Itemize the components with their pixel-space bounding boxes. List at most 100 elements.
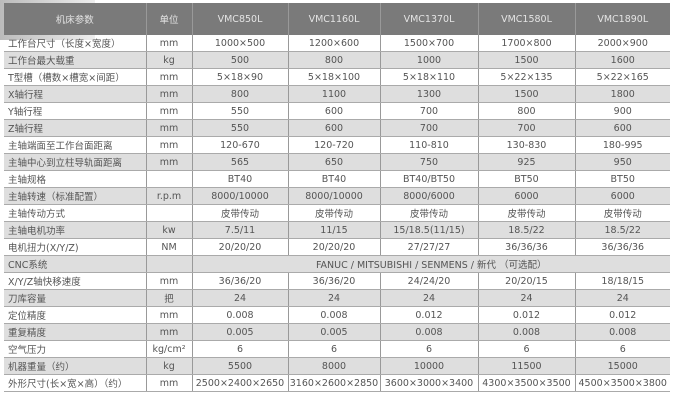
table-row: 工作台最大载重 kg 500 800 1000 1500 1600 bbox=[4, 51, 670, 69]
table-cell: 11500 bbox=[478, 357, 576, 375]
table-cell: 24 bbox=[192, 289, 289, 307]
table-cell: 20/20/15 bbox=[478, 272, 576, 290]
table-cell: BT50 bbox=[575, 170, 670, 188]
table-cell: 550 bbox=[192, 119, 289, 137]
table-cell: 800 bbox=[192, 85, 289, 103]
table-cell: 2500×2400×2650 bbox=[192, 374, 289, 392]
table-cell: 15/18.5(11/15) bbox=[380, 221, 479, 239]
table-cell: kw bbox=[146, 221, 193, 239]
table-cell: 5×22×165 bbox=[575, 68, 670, 86]
header-cell: 机床参数 bbox=[4, 3, 147, 35]
table-cell: 1100 bbox=[288, 85, 381, 103]
table-row: T型槽（槽数×槽宽×间距） mm 5×18×90 5×18×100 5×18×110 5×… bbox=[4, 68, 670, 86]
table-cell: X轴行程 bbox=[4, 85, 147, 103]
table-cell: r.p.m bbox=[146, 187, 193, 205]
table-cell: 皮带传动 bbox=[380, 204, 479, 222]
table-cell bbox=[146, 204, 193, 222]
table-cell: mm bbox=[146, 68, 193, 86]
table-cell: 皮带传动 bbox=[575, 204, 670, 222]
table-row: 主轴传动方式 皮带传动 皮带传动 皮带传动 皮带传动 皮带传动 bbox=[4, 204, 670, 222]
table-cell: 925 bbox=[478, 153, 576, 171]
table-cell: 180-995 bbox=[575, 136, 670, 154]
table-cell: 130-830 bbox=[478, 136, 576, 154]
table-cell: 0.008 bbox=[192, 306, 289, 324]
table-cell: 重复精度 bbox=[4, 323, 147, 341]
table-cell: 皮带传动 bbox=[478, 204, 576, 222]
table-cell: 0.012 bbox=[380, 306, 479, 324]
table-cell: 主轴端面至工作台面距离 bbox=[4, 136, 147, 154]
table-cell: 皮带传动 bbox=[288, 204, 381, 222]
table-cell: Y轴行程 bbox=[4, 102, 147, 120]
table-row: 电机扭力(X/Y/Z) NM 20/20/20 20/20/20 27/27/27 36/… bbox=[4, 238, 670, 256]
table-cell: 5×18×100 bbox=[288, 68, 381, 86]
table-cell: T型槽（槽数×槽宽×间距） bbox=[4, 68, 147, 86]
table-cell: mm bbox=[146, 85, 193, 103]
table-cell: CNC系统 bbox=[4, 255, 147, 273]
table-cell: mm bbox=[146, 35, 193, 52]
table-cell: 11/15 bbox=[288, 221, 381, 239]
table-cell: 刀库容量 bbox=[4, 289, 147, 307]
table-cell: 5500 bbox=[192, 357, 289, 375]
header-cell: VMC850L bbox=[192, 3, 289, 35]
table-cell: 18/18/15 bbox=[575, 272, 670, 290]
table-cell: 120-720 bbox=[288, 136, 381, 154]
table-cell: 机器重量（约） bbox=[4, 357, 147, 375]
table-cell: 0.012 bbox=[575, 306, 670, 324]
table-row: X轴行程 mm 800 1100 1300 1500 1800 bbox=[4, 85, 670, 103]
table-cell: 1200×600 bbox=[288, 35, 381, 52]
table-cell: 主轴中心到立柱导轨面距离 bbox=[4, 153, 147, 171]
table-cell: 8000 bbox=[288, 357, 381, 375]
table-cell: 700 bbox=[380, 119, 479, 137]
table-cell: 1000×500 bbox=[192, 35, 289, 52]
table-cell: 主轴传动方式 bbox=[4, 204, 147, 222]
table-cell: 700 bbox=[478, 119, 576, 137]
table-cell: BT40 bbox=[288, 170, 381, 188]
table-row: CNC系统 FANUC / MITSUBISHI / SENMENS / 新代 （… bbox=[4, 255, 670, 273]
table-cell: NM bbox=[146, 238, 193, 256]
header-cell: VMC1370L bbox=[380, 3, 479, 35]
table-cell: 6 bbox=[380, 340, 479, 358]
header-row: 机床参数 单位 VMC850L VMC1160L VMC1370L VMC1580L VMC… bbox=[4, 3, 670, 35]
table-row: 外形尺寸(长×宽×高）（约） mm 2500×2400×2650 3160×2600×… bbox=[4, 374, 670, 392]
table-cell bbox=[146, 255, 193, 273]
table-cell: X/Y/Z轴快移速度 bbox=[4, 272, 147, 290]
header-cell: VMC1890L bbox=[575, 3, 670, 35]
table-cell: 皮带传动 bbox=[192, 204, 289, 222]
table-cell: 6000 bbox=[575, 187, 670, 205]
table-cell: 550 bbox=[192, 102, 289, 120]
table-cell: 0.008 bbox=[288, 306, 381, 324]
header-cell: 单位 bbox=[146, 3, 193, 35]
table-cell: 36/36/36 bbox=[478, 238, 576, 256]
table-cell: 3160×2600×2850 bbox=[288, 374, 381, 392]
table-cell: 600 bbox=[288, 119, 381, 137]
table-cell: BT40 bbox=[192, 170, 289, 188]
table-cell: 定位精度 bbox=[4, 306, 147, 324]
table-cell: 600 bbox=[575, 119, 670, 137]
header-cell: VMC1160L bbox=[288, 3, 381, 35]
table-cell: 工作台尺寸（长度×宽度） bbox=[4, 35, 147, 52]
table-cell: 5×18×90 bbox=[192, 68, 289, 86]
table-cell: 0.012 bbox=[478, 306, 576, 324]
table-cell: 把 bbox=[146, 289, 193, 307]
table-cell: mm bbox=[146, 306, 193, 324]
table-cell: 0.005 bbox=[288, 323, 381, 341]
table-cell: 600 bbox=[288, 102, 381, 120]
header-cell: VMC1580L bbox=[478, 3, 576, 35]
table-cell: 650 bbox=[288, 153, 381, 171]
table-cell: mm bbox=[146, 153, 193, 171]
table-cell: 3600×3000×3400 bbox=[380, 374, 479, 392]
table-cell: 950 bbox=[575, 153, 670, 171]
table-cell: 10000 bbox=[380, 357, 479, 375]
table-row: 主轴电机功率 kw 7.5/11 11/15 15/18.5(11/15) 18.5/22… bbox=[4, 221, 670, 239]
table-cell: 8000/10000 bbox=[288, 187, 381, 205]
table-cell: 5×18×110 bbox=[380, 68, 479, 86]
table-cell: kg bbox=[146, 357, 193, 375]
table-row: 主轴规格 BT40 BT40 BT40/BT50 BT50 BT50 bbox=[4, 170, 670, 188]
table-cell: 24 bbox=[575, 289, 670, 307]
table-cell: mm bbox=[146, 374, 193, 392]
table-cell: 15000 bbox=[575, 357, 670, 375]
table-cell: 20/20/20 bbox=[288, 238, 381, 256]
table-cell: 4300×3500×3500 bbox=[478, 374, 576, 392]
table-cell: 27/27/27 bbox=[380, 238, 479, 256]
table-row: Z轴行程 mm 550 600 700 700 600 bbox=[4, 119, 670, 137]
